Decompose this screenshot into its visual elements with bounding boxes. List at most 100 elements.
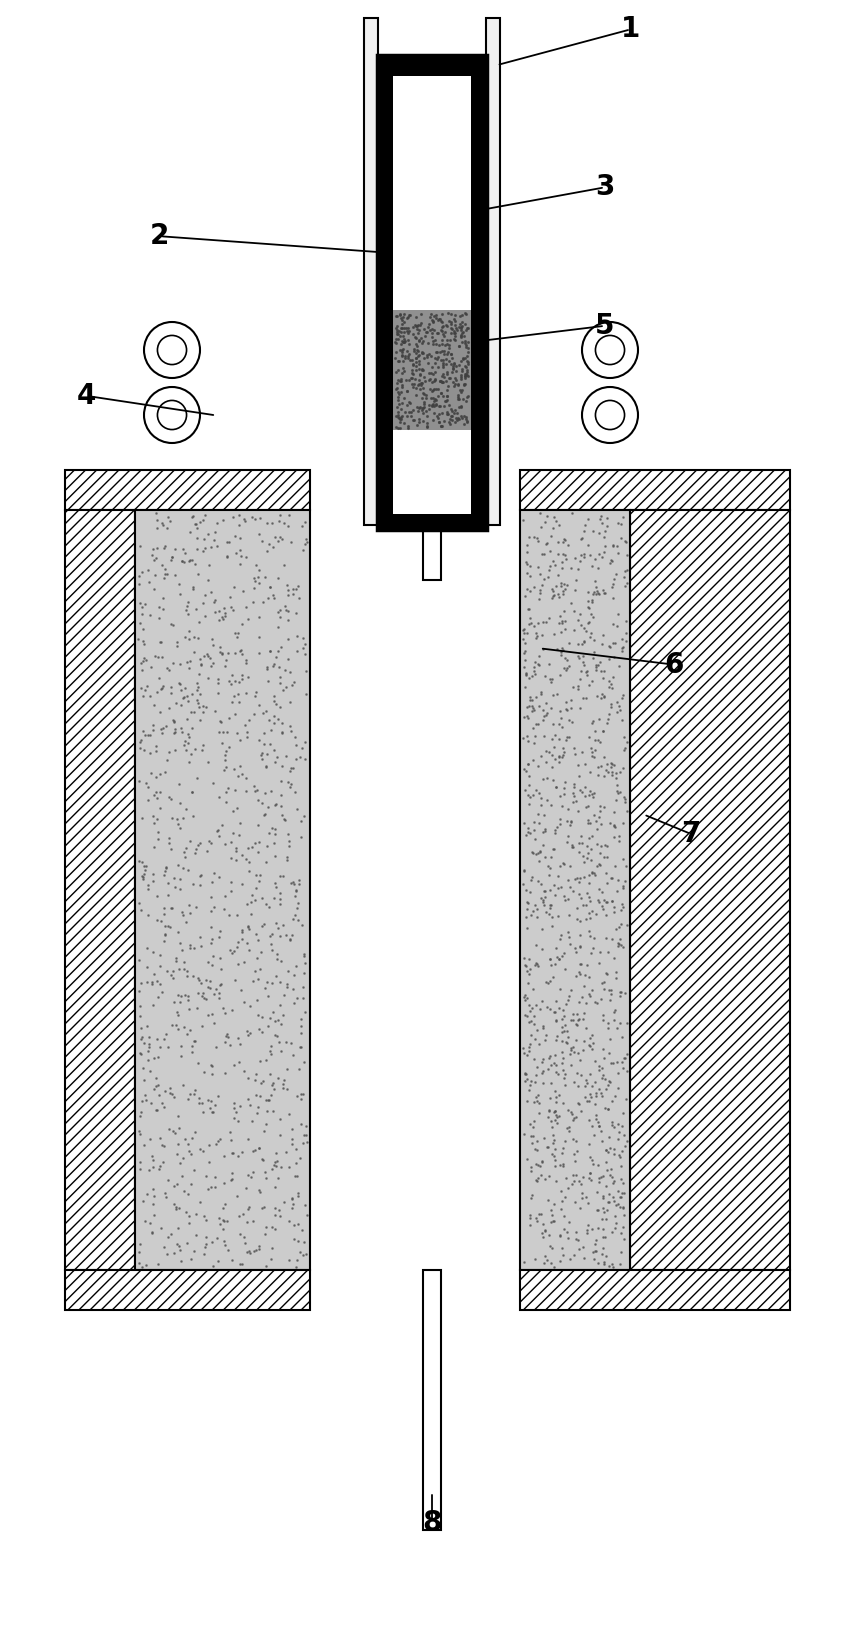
Point bbox=[272, 1197, 286, 1223]
Point bbox=[549, 1090, 562, 1116]
Point bbox=[216, 606, 230, 632]
Point bbox=[261, 585, 275, 611]
Point bbox=[527, 1108, 541, 1134]
Point bbox=[562, 930, 576, 956]
Point bbox=[435, 412, 448, 438]
Point bbox=[269, 911, 283, 937]
Point bbox=[446, 353, 460, 380]
Point bbox=[272, 1030, 286, 1056]
Point bbox=[605, 1251, 619, 1277]
Point bbox=[435, 368, 448, 394]
Point bbox=[406, 352, 420, 378]
Point bbox=[595, 971, 609, 997]
Point bbox=[532, 780, 546, 806]
Point bbox=[541, 1134, 555, 1160]
Point bbox=[546, 578, 560, 604]
Point bbox=[245, 1108, 258, 1134]
Point bbox=[206, 632, 220, 658]
Point bbox=[569, 1218, 583, 1245]
Point bbox=[394, 331, 408, 357]
Point bbox=[589, 1080, 603, 1106]
Point bbox=[521, 814, 535, 841]
Point bbox=[527, 808, 541, 834]
Point bbox=[567, 617, 581, 643]
Point bbox=[391, 316, 404, 342]
Point bbox=[244, 994, 257, 1020]
Point bbox=[599, 860, 613, 886]
Point bbox=[412, 349, 426, 375]
Point bbox=[460, 353, 473, 380]
Point bbox=[560, 689, 574, 715]
Point bbox=[231, 681, 245, 707]
Point bbox=[298, 999, 312, 1025]
Point bbox=[251, 811, 264, 837]
Point bbox=[155, 674, 168, 700]
Point bbox=[547, 872, 561, 898]
Point bbox=[524, 1067, 538, 1093]
Point bbox=[262, 531, 276, 557]
Point bbox=[555, 1028, 569, 1054]
Point bbox=[196, 981, 210, 1007]
Point bbox=[573, 950, 587, 976]
Point bbox=[245, 1165, 258, 1191]
Point bbox=[543, 894, 557, 920]
Point bbox=[589, 1101, 603, 1127]
Point bbox=[527, 653, 541, 679]
Point bbox=[137, 862, 151, 888]
Point bbox=[585, 823, 599, 849]
Point bbox=[279, 922, 293, 948]
Point bbox=[534, 792, 548, 818]
Point bbox=[532, 1201, 546, 1227]
Point bbox=[533, 839, 547, 865]
Point bbox=[449, 367, 463, 393]
Point bbox=[619, 557, 632, 583]
Point bbox=[258, 1047, 272, 1074]
Point bbox=[429, 368, 442, 394]
Point bbox=[538, 1217, 552, 1243]
Point bbox=[191, 691, 205, 717]
Point bbox=[390, 375, 403, 401]
Point bbox=[609, 560, 623, 586]
Point bbox=[421, 331, 435, 357]
Point bbox=[425, 370, 439, 396]
Point bbox=[457, 404, 471, 430]
Point bbox=[209, 1034, 223, 1060]
Point bbox=[562, 1209, 576, 1235]
Point bbox=[137, 1067, 151, 1093]
Point bbox=[169, 634, 183, 660]
Point bbox=[448, 352, 462, 378]
Point bbox=[606, 762, 619, 788]
Point bbox=[537, 766, 550, 792]
Point bbox=[137, 591, 151, 617]
Point bbox=[517, 616, 530, 642]
Point bbox=[211, 1248, 225, 1274]
Point bbox=[416, 381, 430, 407]
Point bbox=[539, 609, 553, 635]
Point bbox=[238, 1057, 251, 1083]
Point bbox=[583, 1080, 597, 1106]
Point bbox=[457, 371, 471, 397]
Point bbox=[392, 381, 406, 407]
Point bbox=[281, 577, 295, 603]
Point bbox=[179, 836, 193, 862]
Point bbox=[592, 1249, 606, 1276]
Point bbox=[267, 683, 281, 709]
Point bbox=[563, 977, 577, 1003]
Point bbox=[543, 557, 556, 583]
Point bbox=[189, 836, 203, 862]
Point bbox=[391, 326, 404, 352]
Point bbox=[156, 585, 170, 611]
Point bbox=[592, 888, 606, 914]
Point bbox=[231, 929, 245, 955]
Point bbox=[593, 839, 607, 865]
Point bbox=[431, 344, 445, 370]
Point bbox=[232, 1108, 245, 1134]
Point bbox=[588, 1238, 602, 1264]
Point bbox=[193, 694, 206, 720]
Point bbox=[296, 1082, 310, 1108]
Point bbox=[556, 1241, 570, 1267]
Point bbox=[616, 681, 630, 707]
Point bbox=[591, 555, 605, 582]
Point bbox=[447, 355, 461, 381]
Point bbox=[270, 744, 284, 771]
